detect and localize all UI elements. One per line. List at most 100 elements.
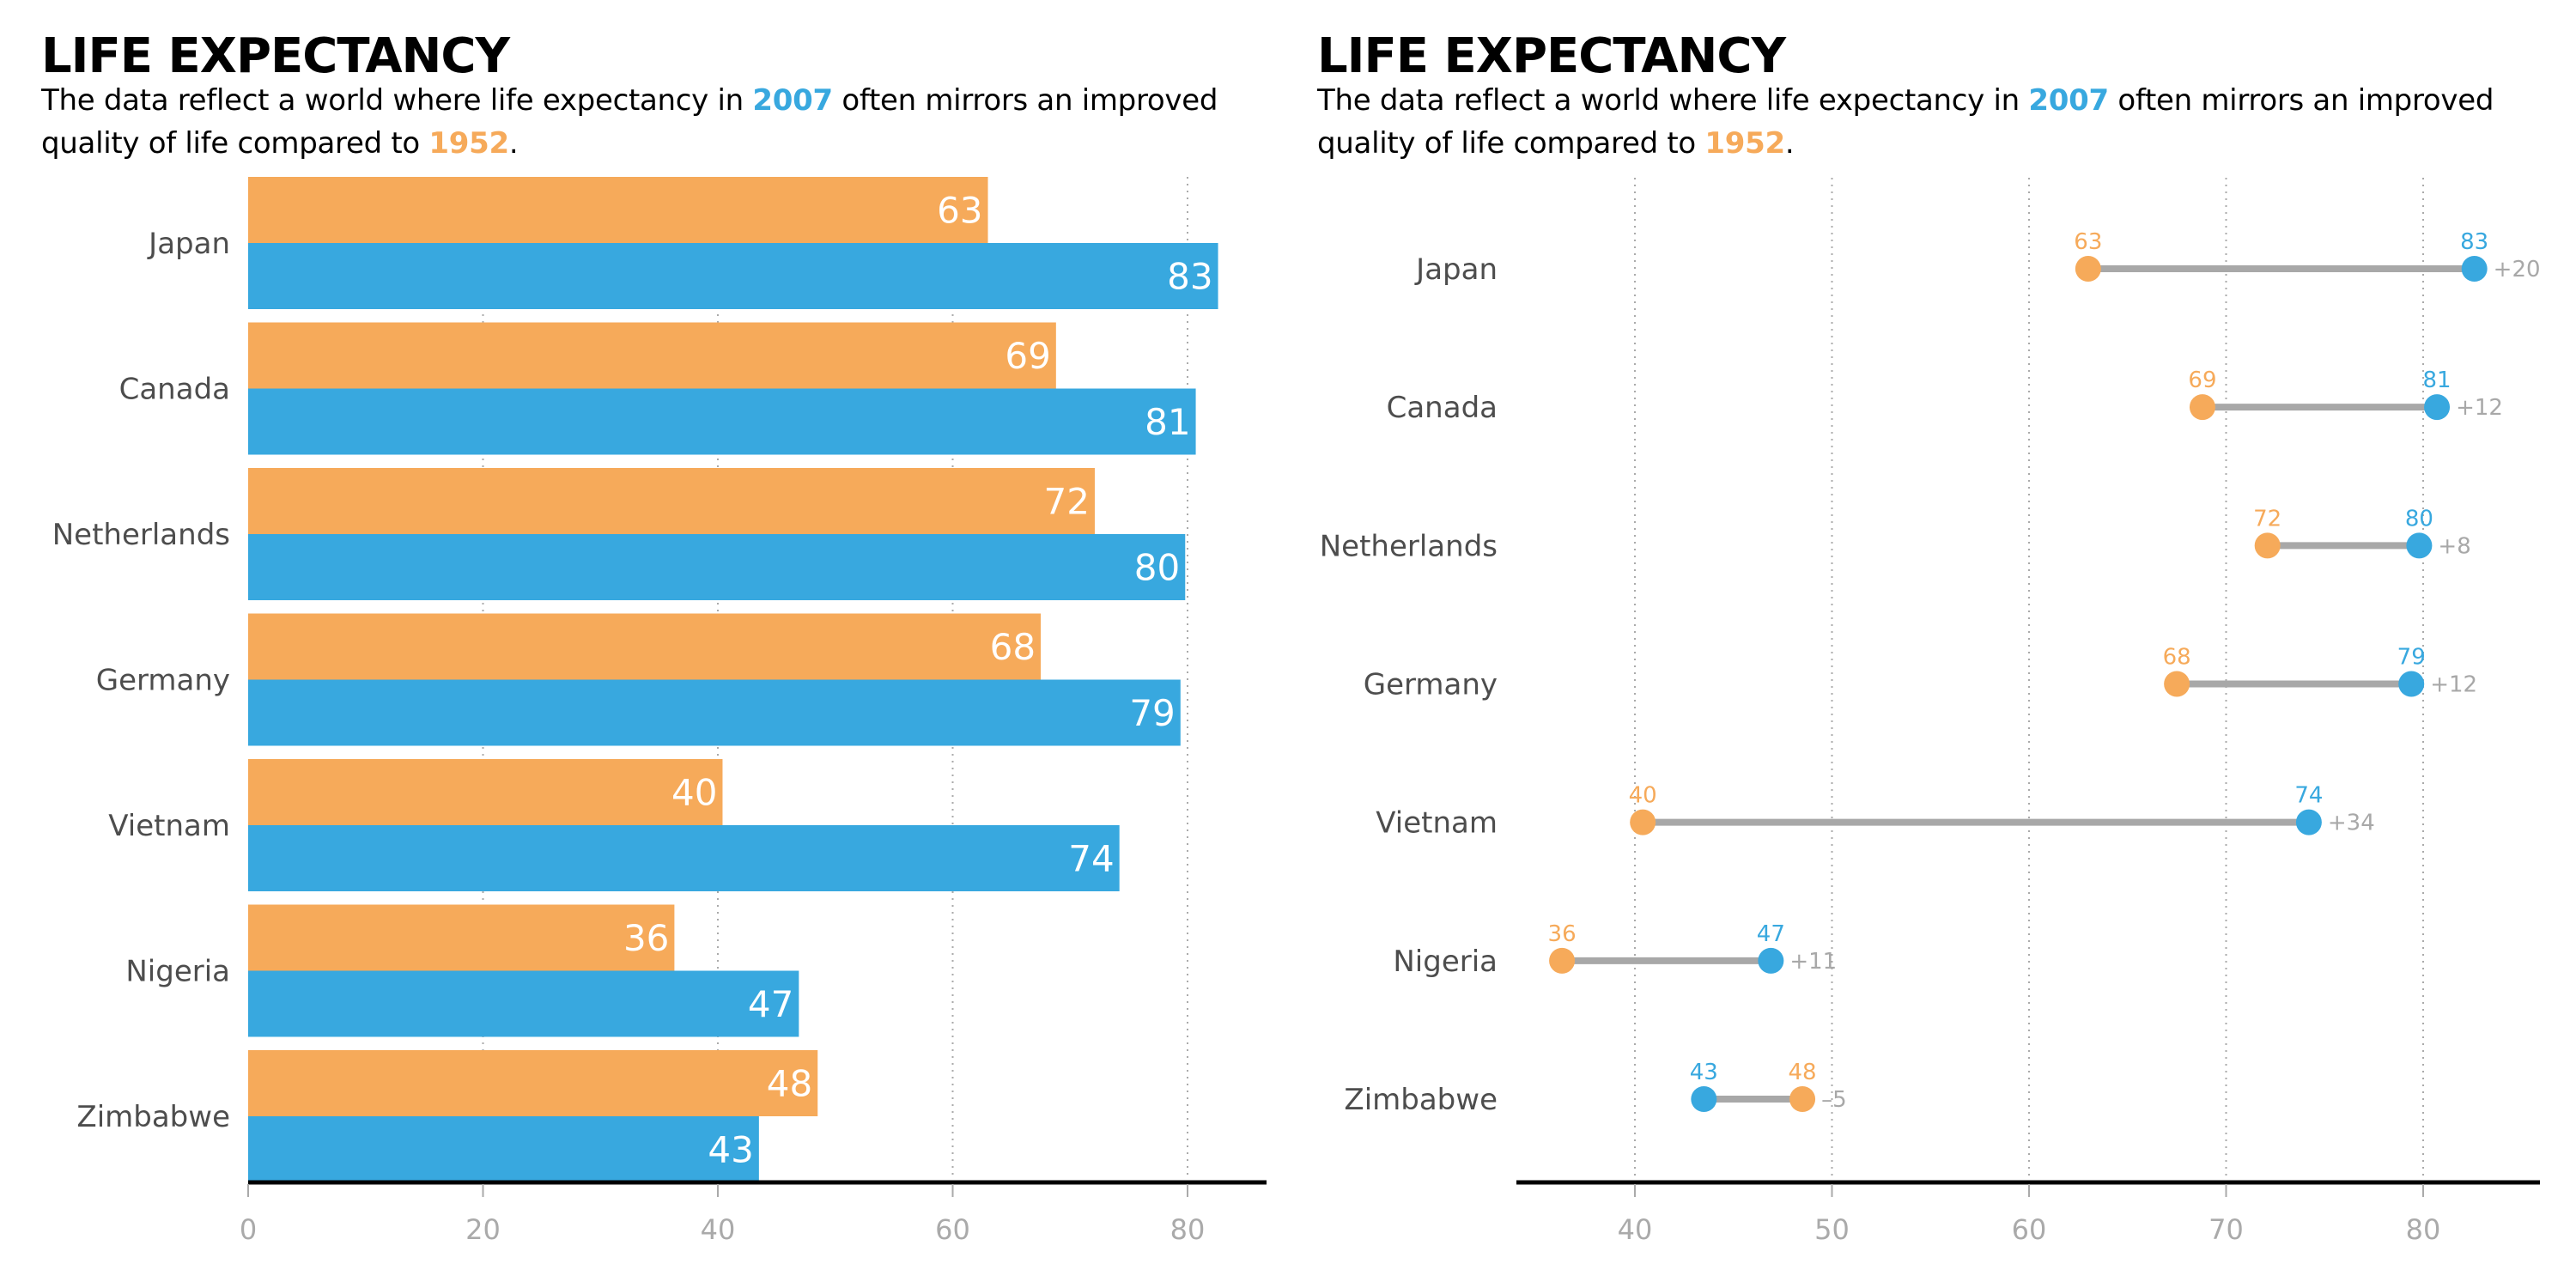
chart-subtitle: The data reflect a world where life expe… [1317, 79, 2554, 165]
dot-value-label-2007: 80 [2405, 506, 2433, 532]
bar-value-label-1952: 48 [767, 1063, 812, 1105]
dot-value-label-2007: 79 [2397, 645, 2426, 671]
bar-2007 [248, 825, 1120, 891]
dot-1952 [2164, 671, 2190, 697]
dot-value-label-1952: 40 [1629, 783, 1657, 809]
bar-value-label-1952: 72 [1044, 481, 1090, 523]
bar-1952 [248, 177, 988, 243]
category-label: Zimbabwe [1344, 1083, 1498, 1117]
bar-1952 [248, 468, 1095, 534]
category-label: Nigeria [1393, 945, 1498, 979]
difference-label: +11 [1789, 949, 1837, 975]
bar-value-label-2007: 43 [708, 1129, 753, 1171]
dot-value-label-2007: 83 [2460, 229, 2488, 255]
subtitle-text: . [508, 126, 519, 161]
dot-value-label-2007: 47 [1757, 921, 1785, 947]
category-label: Netherlands [1320, 529, 1498, 563]
dumbbell-chart-panel: Japan 63 83 +20 Canada 69 81 +12 Netherlands 72 80… [1288, 0, 2576, 1288]
dot-value-label-1952: 72 [2253, 506, 2281, 532]
bar-value-label-2007: 83 [1167, 256, 1212, 298]
dot-value-label-1952: 36 [1548, 921, 1577, 947]
x-tick-label: 80 [1170, 1213, 1206, 1246]
difference-label: –5 [1821, 1087, 1847, 1113]
dot-2007 [2398, 671, 2425, 697]
x-tick-label: 20 [465, 1213, 501, 1246]
subtitle-text: The data reflect a world where life expe… [41, 83, 753, 118]
x-tick-label: 40 [701, 1213, 736, 1246]
subtitle-text: . [1784, 126, 1795, 161]
dot-value-label-1952: 68 [2163, 645, 2191, 671]
bar-value-label-2007: 79 [1129, 692, 1175, 734]
category-label: Canada [1387, 391, 1498, 425]
bar-2007 [248, 388, 1196, 455]
difference-label: +20 [2494, 257, 2541, 283]
subtitle-highlight-1952: 1952 [1704, 126, 1785, 161]
bar-1952 [248, 759, 723, 825]
dot-1952 [1789, 1086, 1816, 1112]
category-label: Vietnam [108, 809, 230, 843]
bar-2007 [248, 243, 1218, 309]
category-label: Japan [1414, 252, 1498, 287]
bar-2007 [248, 970, 799, 1037]
dot-2007 [1758, 947, 1784, 974]
bar-value-label-2007: 74 [1068, 838, 1114, 880]
bar-chart-svg: 63 83 Japan 69 81 Canada 72 80 Netherlands 68 79 Ge… [52, 177, 1267, 1246]
dot-2007 [2461, 256, 2488, 282]
category-label: Nigeria [125, 955, 230, 989]
difference-label: +34 [2328, 811, 2375, 836]
bar-1952 [248, 904, 675, 971]
dot-value-label-1952: 69 [2188, 368, 2216, 393]
dot-value-label-2007: 43 [1690, 1060, 1718, 1085]
subtitle-text: often mirrors an improved quality of lif… [1317, 83, 2494, 161]
bar-value-label-1952: 63 [937, 190, 982, 232]
x-tick-label: 50 [1814, 1213, 1850, 1246]
category-label: Canada [119, 373, 230, 407]
subtitle-text: often mirrors an improved quality of lif… [41, 83, 1218, 161]
category-label: Netherlands [52, 518, 230, 552]
bar-value-label-2007: 47 [748, 983, 793, 1025]
bar-chart-panel: 63 83 Japan 69 81 Canada 72 80 Netherlands 68 79 Ge… [41, 28, 1278, 1246]
subtitle-highlight-2007: 2007 [752, 83, 833, 118]
dot-value-label-1952: 48 [1789, 1060, 1817, 1085]
dot-1952 [2189, 394, 2215, 421]
subtitle-highlight-2007: 2007 [2028, 83, 2109, 118]
bar-1952 [248, 1050, 818, 1116]
chart-title: LIFE EXPECTANCY [1317, 28, 1786, 84]
dot-1952 [1630, 809, 1656, 835]
category-label: Zimbabwe [76, 1100, 230, 1134]
difference-label: +8 [2438, 533, 2470, 559]
chart-title: LIFE EXPECTANCY [41, 28, 510, 84]
dot-2007 [2295, 809, 2322, 835]
dot-2007 [2424, 394, 2451, 421]
dot-2007 [2406, 532, 2433, 559]
bar-2007 [248, 1116, 759, 1182]
category-label: Vietnam [1376, 806, 1498, 841]
bar-value-label-1952: 69 [1005, 335, 1050, 377]
bar-1952 [248, 322, 1056, 389]
bar-value-label-2007: 81 [1145, 401, 1190, 443]
chart-subtitle: The data reflect a world where life expe… [41, 79, 1278, 165]
category-label: Germany [1364, 668, 1498, 702]
subtitle-highlight-1952: 1952 [428, 126, 509, 161]
category-label: Germany [96, 664, 230, 698]
dot-1952 [2254, 532, 2281, 559]
difference-label: +12 [2456, 395, 2503, 421]
bar-2007 [248, 534, 1186, 600]
x-tick-label: 60 [935, 1213, 970, 1246]
x-tick-label: 40 [1618, 1213, 1653, 1246]
difference-label: +12 [2430, 672, 2477, 698]
bar-value-label-1952: 40 [671, 772, 717, 814]
dot-value-label-1952: 63 [2074, 229, 2102, 255]
dot-value-label-2007: 74 [2294, 783, 2323, 809]
dot-1952 [1549, 947, 1576, 974]
bar-value-label-1952: 36 [623, 917, 669, 959]
x-tick-label: 80 [2406, 1213, 2441, 1246]
x-tick-label: 60 [2012, 1213, 2047, 1246]
category-label: Japan [147, 227, 230, 261]
bar-1952 [248, 613, 1042, 680]
subtitle-text: The data reflect a world where life expe… [1317, 83, 2029, 118]
bar-2007 [248, 679, 1181, 746]
bar-value-label-2007: 80 [1134, 547, 1180, 589]
bar-value-label-1952: 68 [990, 626, 1036, 668]
